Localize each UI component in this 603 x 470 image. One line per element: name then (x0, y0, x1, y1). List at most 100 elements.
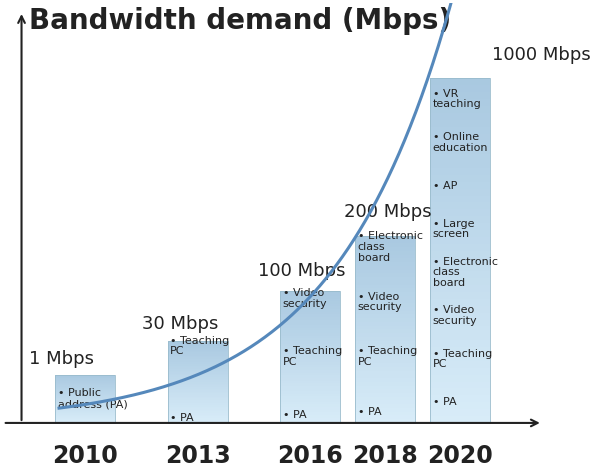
Bar (168, 354, 228, 356)
Bar (55, 387, 115, 388)
Bar (168, 343, 228, 345)
Bar (355, 240, 415, 243)
Bar (355, 356, 415, 360)
Bar (168, 374, 228, 376)
Bar (430, 271, 490, 278)
Bar (355, 360, 415, 363)
Bar (280, 402, 340, 404)
Bar (55, 400, 115, 401)
Bar (430, 402, 490, 409)
Bar (280, 298, 340, 301)
Bar (280, 394, 340, 397)
Bar (430, 306, 490, 313)
Bar (168, 377, 228, 379)
Text: 2010: 2010 (52, 444, 118, 468)
Bar (168, 370, 228, 372)
Text: 30 Mbps: 30 Mbps (142, 314, 218, 333)
Bar (430, 154, 490, 161)
Bar (55, 395, 115, 396)
Bar (55, 419, 115, 420)
Bar (55, 408, 115, 409)
Bar (355, 385, 415, 389)
Text: 1000 Mbps: 1000 Mbps (492, 46, 591, 64)
Bar (355, 408, 415, 412)
Bar (55, 404, 115, 405)
Bar (168, 384, 228, 385)
Bar (168, 360, 228, 362)
Bar (55, 412, 115, 413)
Bar (430, 120, 490, 126)
Bar (430, 368, 490, 375)
Bar (355, 307, 415, 311)
Bar (168, 387, 228, 389)
Bar (55, 403, 115, 404)
Bar (55, 377, 115, 378)
Bar (355, 243, 415, 247)
Bar (55, 414, 115, 415)
Bar (430, 347, 490, 354)
Text: • AP: • AP (433, 180, 457, 191)
Text: 2016: 2016 (277, 444, 343, 468)
Bar (168, 421, 228, 423)
Bar (280, 407, 340, 410)
Bar (355, 247, 415, 251)
Text: 2018: 2018 (352, 444, 418, 468)
Bar (430, 340, 490, 347)
Bar (55, 386, 115, 387)
Text: • Large
screen: • Large screen (433, 219, 475, 239)
Bar (280, 346, 340, 349)
Bar (55, 399, 115, 400)
Bar (280, 381, 340, 383)
Bar (280, 290, 340, 293)
Bar (168, 395, 228, 397)
Bar (430, 292, 490, 299)
Bar (430, 416, 490, 423)
Bar (168, 403, 228, 405)
Bar (280, 322, 340, 325)
Bar (55, 378, 115, 379)
Bar (430, 333, 490, 340)
Bar (168, 392, 228, 393)
Bar (430, 361, 490, 368)
Bar (355, 370, 415, 374)
Bar (168, 356, 228, 357)
Bar (430, 216, 490, 223)
Bar (430, 313, 490, 320)
Bar (355, 393, 415, 397)
Text: Bandwidth demand (Mbps): Bandwidth demand (Mbps) (29, 7, 451, 35)
Bar (355, 322, 415, 326)
Bar (430, 182, 490, 188)
Bar (168, 402, 228, 403)
Bar (430, 251, 490, 258)
Bar (280, 336, 340, 338)
Bar (55, 413, 115, 414)
Bar (355, 318, 415, 322)
Bar (280, 415, 340, 418)
Bar (280, 375, 340, 378)
Bar (168, 341, 228, 423)
Text: • Video
security: • Video security (358, 291, 402, 313)
Bar (430, 244, 490, 251)
Bar (355, 314, 415, 318)
Bar (355, 345, 415, 348)
Bar (355, 348, 415, 352)
Bar (355, 292, 415, 296)
Bar (430, 278, 490, 285)
Bar (280, 349, 340, 352)
Bar (280, 391, 340, 394)
Bar (168, 362, 228, 364)
Bar (355, 236, 415, 240)
Bar (355, 337, 415, 341)
Bar (355, 258, 415, 262)
Bar (55, 407, 115, 408)
Text: • Teaching
PC: • Teaching PC (171, 336, 230, 356)
Text: 100 Mbps: 100 Mbps (257, 262, 346, 280)
Bar (280, 304, 340, 306)
Text: • Online
education: • Online education (433, 132, 488, 153)
Text: 1 Mbps: 1 Mbps (29, 350, 94, 368)
Bar (355, 255, 415, 258)
Bar (280, 320, 340, 322)
Bar (55, 418, 115, 419)
Bar (280, 383, 340, 386)
Bar (55, 394, 115, 395)
